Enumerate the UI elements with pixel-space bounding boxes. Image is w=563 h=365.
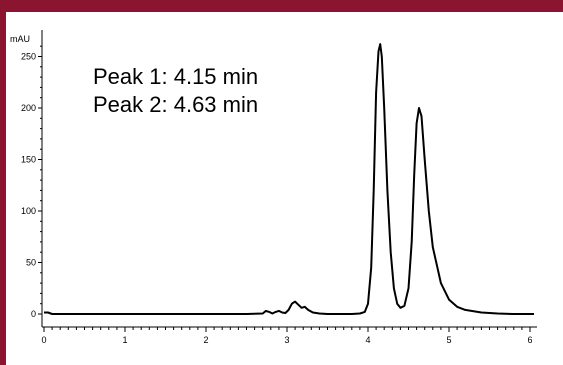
- y-tick-label: 250: [21, 52, 36, 62]
- x-tick-label: 1: [122, 335, 127, 345]
- frame-top-border: [0, 0, 563, 12]
- annotation-peak-1: Peak 1: 4.15 min: [93, 64, 258, 89]
- x-tick-label: 0: [41, 335, 46, 345]
- x-tick-label: 2: [203, 335, 208, 345]
- y-tick-label: 150: [21, 155, 36, 165]
- x-tick-label: 5: [446, 335, 451, 345]
- chromatogram-trace: [44, 43, 534, 315]
- x-tick-label: 3: [284, 335, 289, 345]
- ticks-group: 0 1 2 3 4 5 6 0 50 100 150 200 250: [21, 45, 533, 345]
- x-tick-label: 6: [527, 335, 532, 345]
- frame-left-border: [0, 0, 6, 365]
- y-tick-label: 50: [26, 258, 36, 268]
- y-tick-label: 100: [21, 206, 36, 216]
- y-tick-label: 200: [21, 103, 36, 113]
- annotation-peak-2: Peak 2: 4.63 min: [93, 92, 258, 117]
- y-axis-label: mAU: [10, 34, 30, 44]
- y-tick-label: 0: [31, 309, 36, 319]
- x-tick-label: 4: [365, 335, 370, 345]
